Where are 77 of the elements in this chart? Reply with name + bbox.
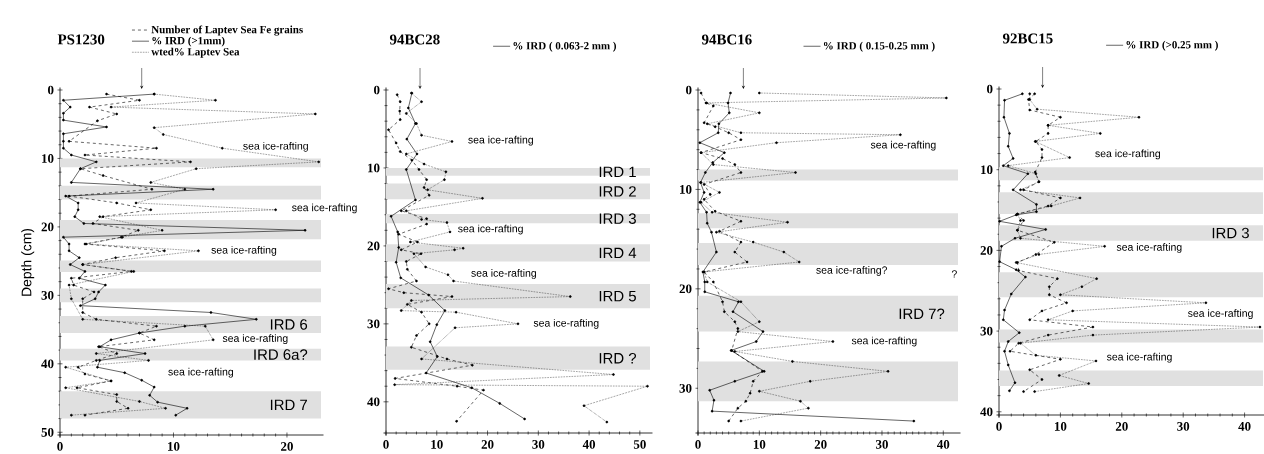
y-tick-label: 20 [367, 241, 380, 251]
x-tick-label: 10 [1054, 421, 1067, 431]
x-tick-label: 30 [532, 440, 545, 449]
x-tick-label: 40 [582, 440, 596, 449]
band-label: IRD 1 [599, 166, 636, 177]
y-tick-label: 40 [41, 359, 54, 369]
band-label: IRD 6a? [254, 349, 308, 360]
x-tick-label: 10 [753, 439, 766, 449]
annotation: sea ice-rafting [458, 224, 523, 235]
annotation: sea ice-rafting [168, 367, 234, 378]
y-tick-label: 40 [367, 397, 380, 407]
x-tick-label: 20 [1115, 421, 1128, 431]
x-tick-label: 40 [936, 439, 950, 449]
legend-label: wted% Laptev Sea [151, 47, 240, 58]
y-tick-label: 40 [980, 407, 993, 417]
band-label: IRD 5 [599, 290, 636, 302]
annotation: sea ice-rafting [1106, 352, 1172, 363]
y-tick-label: 30 [367, 319, 380, 329]
annotation: sea ice-rafting? [816, 266, 888, 276]
band-label: IRD 2 [599, 186, 636, 197]
y-tick-label: 10 [368, 163, 380, 173]
annotation: sea ice-rafting [851, 336, 917, 347]
band-label: IRD 3 [1212, 227, 1249, 239]
legend-label: Number of Laptev Sea Fe grains [151, 25, 303, 36]
x-tick-label: 20 [281, 441, 293, 451]
annotation: sea ice-rafting [292, 203, 357, 214]
x-tick-label: 20 [481, 440, 494, 449]
x-tick-label: 0 [383, 440, 389, 449]
x-tick-label: 50 [633, 440, 646, 449]
x-tick-label: 10 [431, 440, 443, 449]
y-tick-label: 0 [48, 85, 54, 95]
y-tick-label: 0 [374, 85, 380, 95]
y-axis-title: Depth (cm) [21, 228, 35, 296]
annotation: sea ice-rafting [870, 140, 936, 151]
band-label: IRD 7? [899, 308, 945, 319]
x-tick-label: 0 [695, 439, 701, 449]
legend-label: % IRD ( 0.063-2 mm ) [513, 41, 616, 52]
annotation: sea ice-rafting [1116, 243, 1182, 253]
annotation: sea ice-rafting [468, 135, 533, 146]
annotation: sea ice-rafting [533, 318, 599, 329]
chart-title: 94BC16 [701, 34, 752, 45]
annotation: sea ice-rafting [471, 269, 536, 279]
y-tick-label: 30 [980, 326, 993, 336]
x-tick-label: 20 [814, 439, 827, 449]
y-tick-label: 20 [980, 245, 993, 255]
x-tick-label: 0 [57, 441, 63, 451]
band-label: IRD 6 [270, 319, 308, 330]
y-tick-label: 10 [680, 185, 692, 194]
annotation: sea ice-rafting [1187, 309, 1253, 319]
band-label: IRD 7 [270, 399, 307, 410]
band-label: IRD 4 [599, 247, 637, 259]
y-tick-label: 20 [41, 222, 54, 232]
band-label: IRD 3 [599, 213, 636, 224]
legend-label: % IRD (>1mm) [152, 36, 225, 47]
x-tick-label: 30 [1177, 421, 1190, 431]
y-tick-label: 30 [41, 290, 54, 300]
annotation: sea ice-rafting [1095, 149, 1160, 160]
x-tick-label: 30 [875, 439, 888, 449]
chart-title: PS1230 [57, 34, 105, 45]
annotation: sea ice-rafting [222, 334, 288, 345]
chart-title: 92BC15 [1002, 33, 1053, 44]
legend-label: % IRD (>0.25 mm ) [1126, 40, 1218, 51]
annotation: ? [951, 270, 957, 278]
annotation: sea ice-rafting [211, 245, 277, 256]
y-tick-label: 20 [679, 284, 692, 294]
y-tick-label: 10 [42, 154, 54, 163]
y-tick-label: 0 [686, 85, 692, 95]
y-tick-label: 30 [679, 383, 692, 393]
chart-title: 94BC28 [389, 34, 440, 45]
x-tick-label: 40 [1238, 421, 1251, 431]
y-tick-label: 0 [987, 84, 993, 94]
annotation: sea ice-rafting [243, 141, 308, 152]
band-label: IRD ? [599, 352, 637, 364]
x-tick-label: 10 [168, 441, 180, 451]
legend-label: % IRD ( 0.15-0.25 mm ) [823, 41, 935, 52]
x-tick-label: 0 [996, 421, 1002, 431]
y-tick-label: 10 [981, 165, 993, 175]
